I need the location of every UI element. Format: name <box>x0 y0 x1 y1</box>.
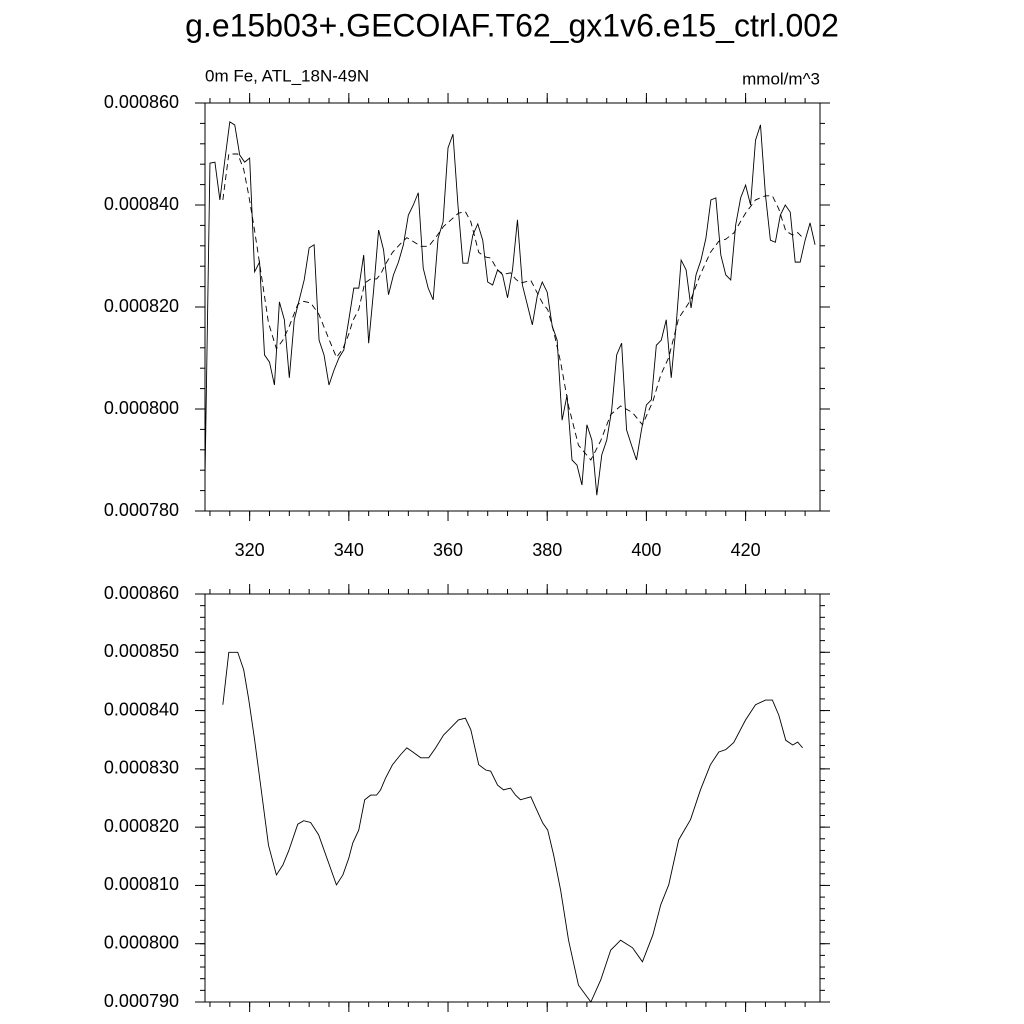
x-tick-label: 320 <box>235 540 265 560</box>
y-tick-label: 0.000800 <box>104 932 179 952</box>
x-tick-label: 420 <box>731 540 761 560</box>
y-tick-label: 0.000800 <box>104 398 179 418</box>
y-tick-label: 0.000850 <box>104 641 179 661</box>
plot-frame <box>204 593 821 1003</box>
x-tick-label: 380 <box>532 540 562 560</box>
units-label: mmol/m^3 <box>742 69 820 88</box>
data-line <box>222 651 803 1003</box>
y-tick-label: 0.000860 <box>104 583 179 603</box>
y-tick-label: 0.000790 <box>104 991 179 1011</box>
y-tick-label: 0.000840 <box>104 194 179 214</box>
y-tick-label: 0.000820 <box>104 296 179 316</box>
data-line <box>204 121 816 496</box>
y-tick-label: 0.000840 <box>104 699 179 719</box>
x-tick-label: 340 <box>334 540 364 560</box>
data-line <box>222 153 803 461</box>
y-tick-label: 0.000780 <box>104 500 179 520</box>
x-tick-label: 360 <box>433 540 463 560</box>
subtitle: 0m Fe, ATL_18N-49N <box>205 66 369 85</box>
y-tick-label: 0.000830 <box>104 758 179 778</box>
chart-title: g.e15b03+.GECOIAF.T62_gx1v6.e15_ctrl.002 <box>185 7 839 43</box>
x-tick-label: 400 <box>631 540 661 560</box>
y-tick-label: 0.000860 <box>104 92 179 112</box>
y-tick-label: 0.000820 <box>104 816 179 836</box>
y-tick-label: 0.000810 <box>104 874 179 894</box>
